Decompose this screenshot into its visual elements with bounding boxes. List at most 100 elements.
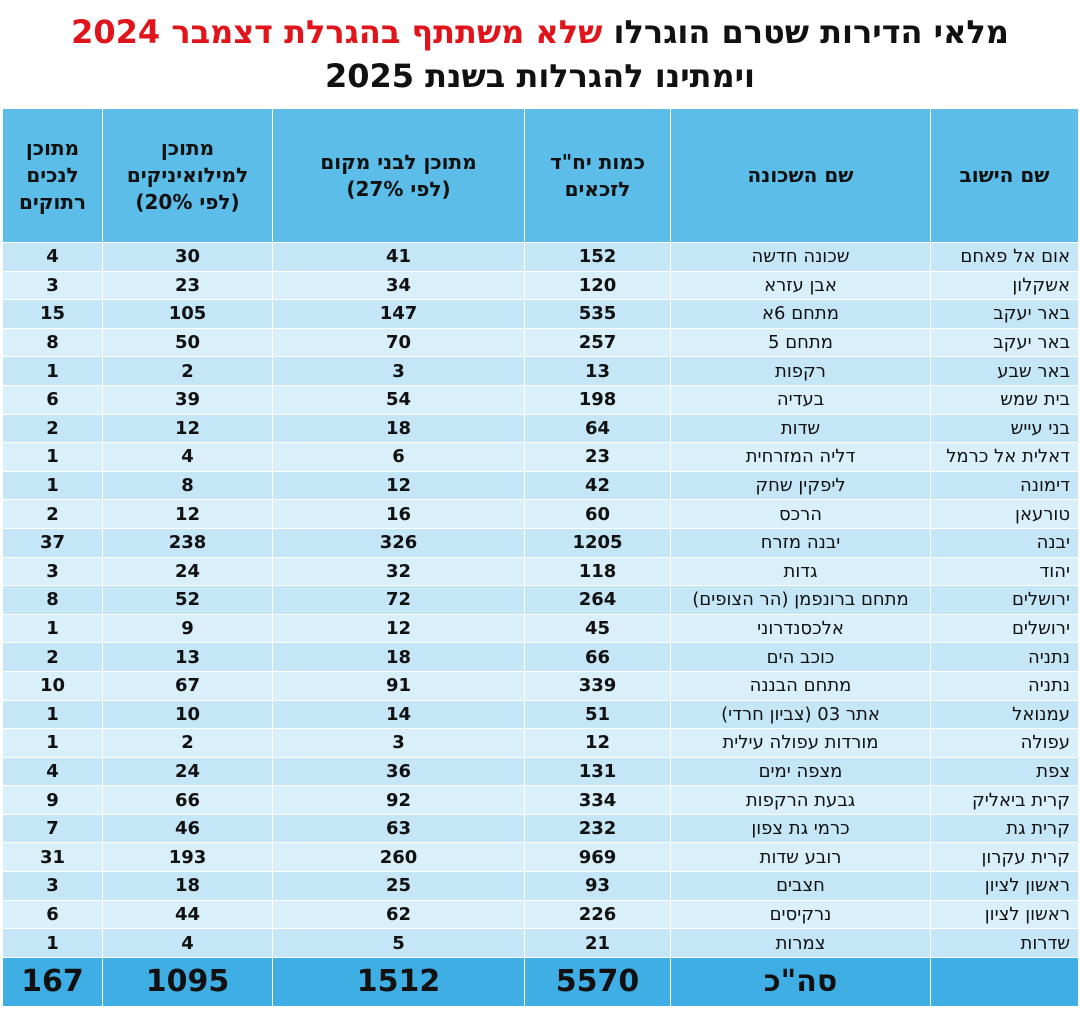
cell-units: 118 [524, 556, 671, 587]
cell-disabled: 6 [2, 384, 103, 415]
totals-disabled: 167 [2, 956, 103, 1007]
cell-city: עפולה [930, 728, 1079, 758]
cell-units: 64 [524, 413, 671, 444]
cell-locals: 62 [272, 899, 525, 930]
cell-city: ירושלים [930, 613, 1079, 644]
cell-neighborhood: יבנה מזרח [670, 527, 931, 558]
cell-disabled: 4 [2, 756, 103, 787]
cell-neighborhood: בעדיה [670, 384, 931, 415]
cell-city: באר שבע [930, 356, 1079, 386]
cell-city: יבנה [930, 527, 1079, 558]
table-row: יבנה יבנה מזרח 1205 326 238 37 [2, 527, 1079, 558]
cell-neighborhood: אתר 03 (צביון חרדי) [670, 699, 931, 730]
cell-units: 51 [524, 699, 671, 730]
table-row: ראשון לציון נרקיסים 226 62 44 6 [2, 899, 1079, 930]
cell-reservists: 13 [102, 642, 273, 672]
cell-units: 23 [524, 442, 671, 472]
cell-neighborhood: צמרות [670, 928, 931, 958]
cell-city: טורעאן [930, 499, 1079, 529]
totals-empty-cell [930, 956, 1079, 1007]
cell-reservists: 50 [102, 327, 273, 358]
table-body: אום אל פאחם שכונה חדשה 152 41 30 4 אשקלון אבן ע… [2, 242, 1079, 958]
cell-disabled: 4 [2, 242, 103, 272]
cell-units: 60 [524, 499, 671, 529]
totals-units: 5570 [524, 956, 671, 1007]
cell-units: 198 [524, 384, 671, 415]
cell-units: 152 [524, 242, 671, 272]
table-row: טורעאן הרכס 60 16 12 2 [2, 499, 1079, 529]
cell-city: נתניה [930, 642, 1079, 672]
cell-locals: 36 [272, 756, 525, 787]
cell-neighborhood: אלכסנדרוני [670, 613, 931, 644]
table-row: דימונה ליפקין שחק 42 12 8 1 [2, 470, 1079, 501]
cell-city: אשקלון [930, 270, 1079, 301]
cell-city: עמנואל [930, 699, 1079, 730]
cell-locals: 260 [272, 842, 525, 873]
cell-locals: 12 [272, 613, 525, 644]
cell-city: ראשון לציון [930, 871, 1079, 901]
cell-units: 264 [524, 585, 671, 615]
cell-neighborhood: מצפה ימים [670, 756, 931, 787]
header-disabled: מתוכן לנכים רתוקים [2, 108, 103, 243]
cell-units: 93 [524, 871, 671, 901]
cell-city: קרית ביאליק [930, 785, 1079, 815]
cell-reservists: 4 [102, 928, 273, 958]
cell-reservists: 10 [102, 699, 273, 730]
cell-city: באר יעקב [930, 299, 1079, 329]
cell-city: ירושלים [930, 585, 1079, 615]
cell-reservists: 238 [102, 527, 273, 558]
table-row: קרית ביאליק גבעת הרקפות 334 92 66 9 [2, 785, 1079, 815]
table-row: באר יעקב מתחם 6א 535 147 105 15 [2, 299, 1079, 329]
header-disabled-text: מתוכן לנכים רתוקים [18, 136, 87, 214]
table-row: אום אל פאחם שכונה חדשה 152 41 30 4 [2, 242, 1079, 272]
table-row: נתניה מתחם הבננה 339 91 67 10 [2, 670, 1079, 701]
title-line-2: וימתינו להגרלות בשנת 2025 [324, 57, 756, 95]
table-row: ראשון לציון חצבים 93 25 18 3 [2, 871, 1079, 901]
page-title: מלאי הדירות שטרם הוגרלו שלא משתתף בהגרלת… [0, 0, 1080, 108]
cell-reservists: 105 [102, 299, 273, 329]
cell-disabled: 1 [2, 442, 103, 472]
cell-city: בני עייש [930, 413, 1079, 444]
cell-disabled: 3 [2, 871, 103, 901]
cell-reservists: 18 [102, 871, 273, 901]
cell-city: קרית עקרון [930, 842, 1079, 873]
totals-reservists: 1095 [102, 956, 273, 1007]
cell-disabled: 1 [2, 699, 103, 730]
cell-locals: 41 [272, 242, 525, 272]
cell-disabled: 37 [2, 527, 103, 558]
cell-city: בית שמש [930, 384, 1079, 415]
title-line-1: מלאי הדירות שטרם הוגרלו שלא משתתף בהגרלת… [0, 10, 1080, 54]
cell-neighborhood: נרקיסים [670, 899, 931, 930]
table-row: דאלית אל כרמל דליה המזרחית 23 6 4 1 [2, 442, 1079, 472]
cell-disabled: 7 [2, 813, 103, 844]
cell-reservists: 193 [102, 842, 273, 873]
cell-disabled: 3 [2, 556, 103, 587]
cell-neighborhood: מורדות עפולה עילית [670, 728, 931, 758]
cell-units: 339 [524, 670, 671, 701]
cell-units: 1205 [524, 527, 671, 558]
cell-disabled: 2 [2, 642, 103, 672]
cell-reservists: 30 [102, 242, 273, 272]
cell-reservists: 23 [102, 270, 273, 301]
table-row: קרית גת כרמי גת צפון 232 63 46 7 [2, 813, 1079, 844]
table-row: שדרות צמרות 21 5 4 1 [2, 928, 1079, 958]
table-row: בני עייש שדות 64 18 12 2 [2, 413, 1079, 444]
table-row: צפת מצפה ימים 131 36 24 4 [2, 756, 1079, 787]
cell-locals: 25 [272, 871, 525, 901]
cell-units: 334 [524, 785, 671, 815]
cell-units: 232 [524, 813, 671, 844]
cell-units: 42 [524, 470, 671, 501]
table-row: בית שמש בעדיה 198 54 39 6 [2, 384, 1079, 415]
cell-reservists: 8 [102, 470, 273, 501]
cell-disabled: 1 [2, 613, 103, 644]
cell-neighborhood: רקפות [670, 356, 931, 386]
cell-disabled: 1 [2, 470, 103, 501]
cell-neighborhood: חצבים [670, 871, 931, 901]
cell-disabled: 15 [2, 299, 103, 329]
cell-neighborhood: רובע שדות [670, 842, 931, 873]
cell-reservists: 39 [102, 384, 273, 415]
cell-reservists: 24 [102, 556, 273, 587]
cell-reservists: 66 [102, 785, 273, 815]
cell-units: 120 [524, 270, 671, 301]
cell-city: קרית גת [930, 813, 1079, 844]
